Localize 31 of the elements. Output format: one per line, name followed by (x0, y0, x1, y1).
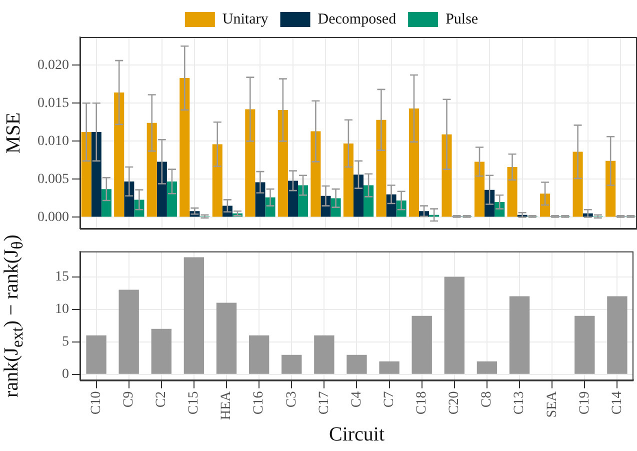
legend-label: Pulse (446, 11, 478, 28)
x-tick-label: C10 (88, 391, 104, 415)
legend-label: Decomposed (318, 11, 397, 28)
x-axis-title: Circuit (328, 423, 385, 446)
x-tick-label: C7 (382, 391, 397, 408)
y-tick-label: 5 (62, 334, 69, 350)
y-tick-label: 15 (55, 269, 69, 284)
y-tick-label: 0.000 (38, 210, 69, 225)
x-tick-label: C13 (512, 391, 528, 415)
x-tick-label: HEA (219, 390, 234, 420)
x-tick-label: C19 (577, 391, 592, 415)
y-tick-label: 0.015 (38, 96, 69, 111)
x-tick-label: C4 (349, 391, 364, 408)
x-tick-label: C18 (414, 391, 430, 415)
x-tick-label: C9 (122, 391, 137, 408)
x-tick-label: SEA (544, 390, 560, 418)
y-tick-label: 0 (62, 367, 69, 382)
x-tick-label: C16 (252, 391, 267, 415)
x-tick-label: C14 (610, 391, 625, 415)
x-tick-label: C20 (447, 391, 462, 415)
x-tick-label: C3 (284, 391, 300, 408)
x-tick-label: C8 (480, 391, 495, 408)
y-tick-label: 0.005 (38, 172, 69, 187)
y-tick-label: 0.010 (38, 134, 69, 149)
x-tick-label: C2 (154, 391, 170, 408)
y-tick-label: 10 (55, 302, 69, 317)
x-tick-label: C15 (186, 391, 202, 415)
x-tick-label: C17 (316, 391, 332, 415)
y-tick-label: 0.020 (38, 58, 69, 73)
y-axis-title: MSE (2, 112, 26, 154)
legend-label: Unitary (222, 11, 269, 28)
